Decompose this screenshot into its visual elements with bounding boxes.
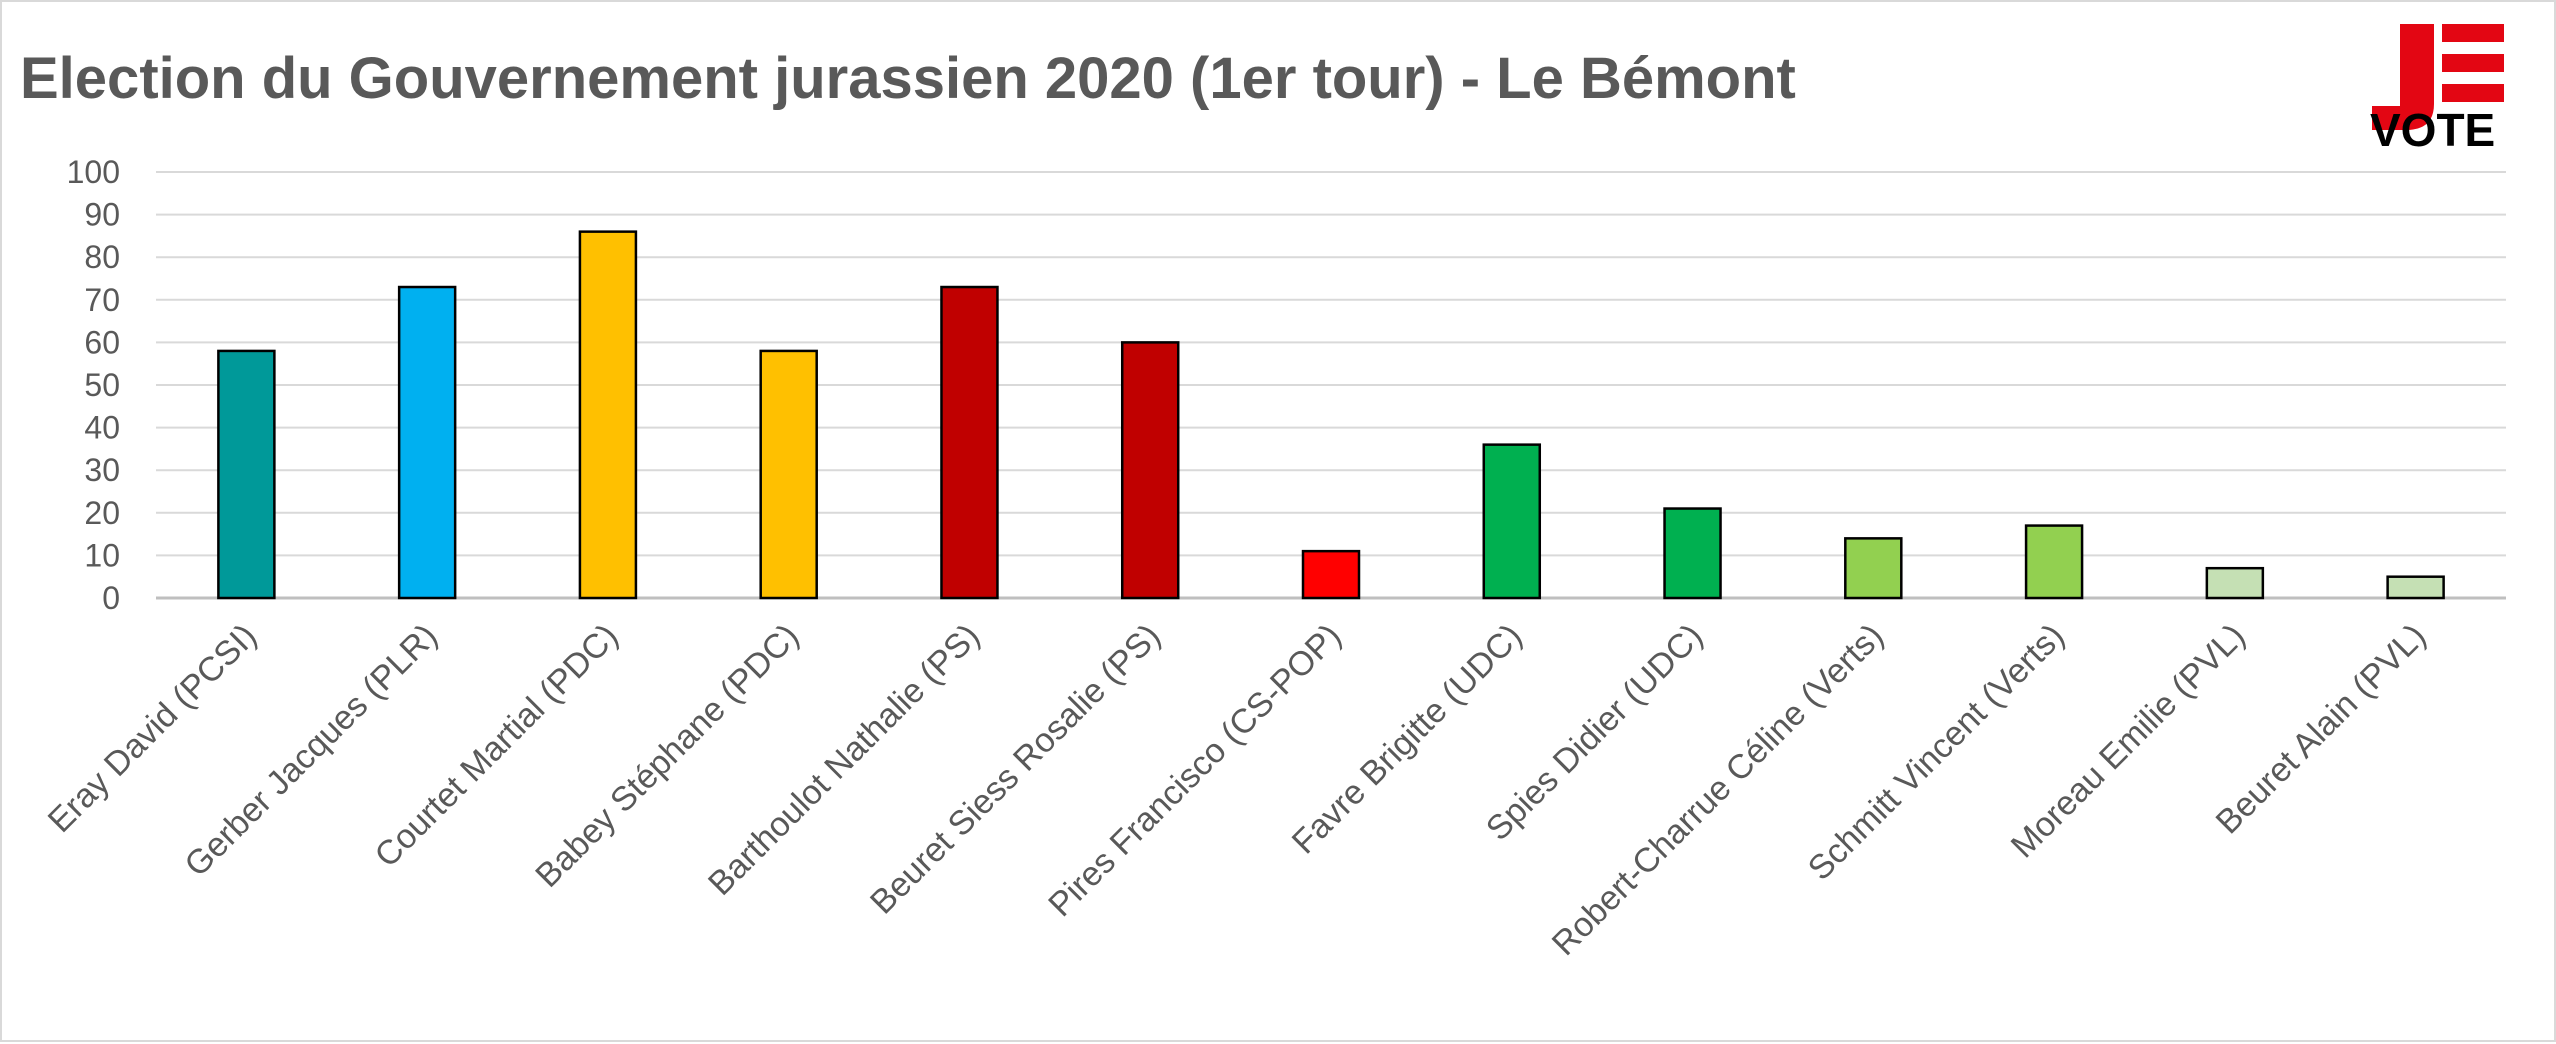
y-tick-label: 80 [84,239,120,275]
bar [2386,575,2445,600]
y-tick-label: 0 [102,580,120,616]
bar [397,285,457,600]
bar [2024,524,2084,600]
bar [2205,566,2265,600]
bar [1482,443,1542,600]
gridlines [156,171,2506,600]
bar [1844,537,1903,600]
x-axis-ticks: Eray David (PCSI)Gerber Jacques (PLR)Cou… [41,617,2433,963]
y-tick-label: 100 [67,154,120,190]
bar [217,349,276,600]
y-tick-label: 70 [84,282,120,318]
y-tick-label: 20 [84,495,120,531]
y-tick-label: 60 [84,324,120,360]
y-tick-label: 40 [84,410,120,446]
y-tick-label: 50 [84,367,120,403]
je-vote-logo: VOTE [2370,24,2504,156]
bar [940,285,999,600]
bars [217,230,2445,600]
y-tick-label: 10 [84,537,120,573]
logo-bar-2 [2442,54,2504,72]
x-tick-label: Beuret Siess Rosalie (PS) [863,617,1168,922]
x-tick-label: Robert-Charrue Céline (Verts) [1545,617,1891,963]
logo-word: VOTE [2370,104,2495,156]
chart-title: Election du Gouvernement jurassien 2020 … [20,46,1796,111]
x-tick-label: Pires Francisco (CS-POP) [1041,617,1348,924]
bar [578,230,638,600]
y-axis-ticks: 0 10 20 30 40 50 60 70 80 90 100 [67,154,120,616]
logo-bar-3 [2442,84,2504,102]
bar [1120,341,1180,600]
bar [1663,507,1722,600]
y-tick-label: 90 [84,197,120,233]
y-tick-label: 30 [84,452,120,488]
logo-letter-j [2372,24,2434,130]
bar [1301,549,1361,600]
bar [759,349,818,600]
logo-bar-1 [2442,24,2504,42]
